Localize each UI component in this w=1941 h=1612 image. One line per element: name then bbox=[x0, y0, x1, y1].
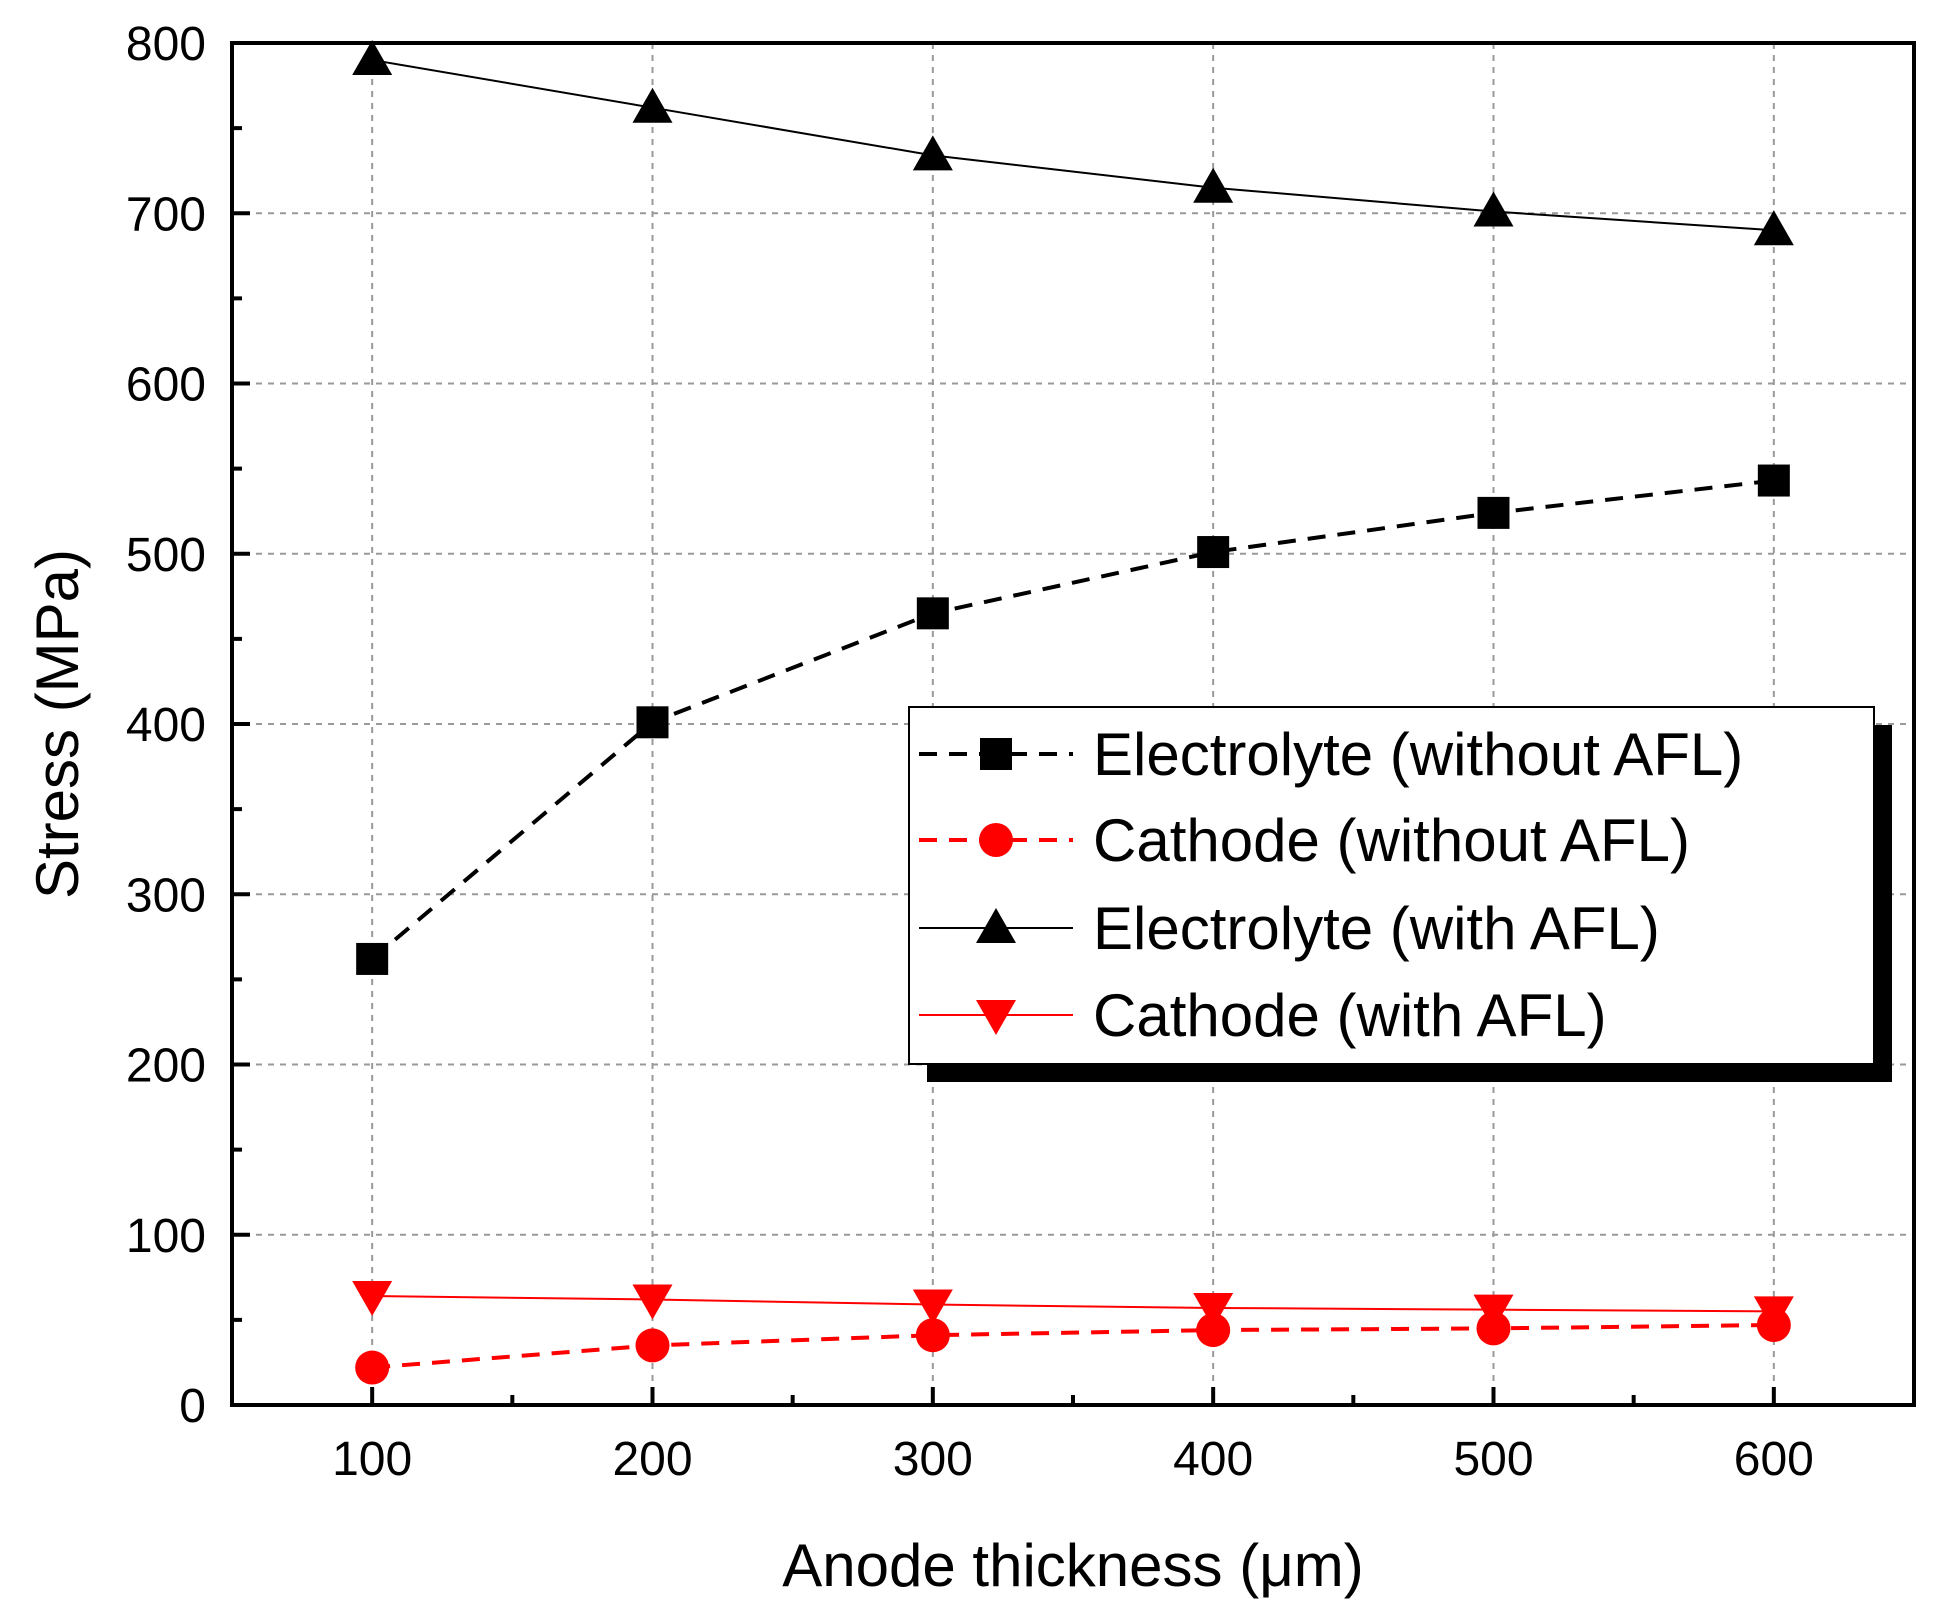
legend-label: Cathode (without AFL) bbox=[1093, 807, 1690, 874]
legend-entry-3: Electrolyte (with AFL) bbox=[919, 895, 1660, 962]
series-line bbox=[371, 59, 1774, 232]
y-tick-label: 600 bbox=[126, 359, 206, 412]
legend-marker bbox=[979, 823, 1013, 857]
data-point bbox=[1477, 496, 1510, 529]
data-point bbox=[1473, 191, 1514, 227]
data-point bbox=[1753, 1296, 1794, 1332]
data-point bbox=[1193, 1292, 1234, 1328]
legend-entry-2: Cathode (without AFL) bbox=[919, 807, 1690, 874]
tick-layer: 100 200 300 400 500 600 0 100 200 300 400 500 600 700… bbox=[126, 18, 1814, 1486]
y-tick-label: 100 bbox=[126, 1210, 206, 1263]
data-point bbox=[636, 706, 669, 739]
data-point bbox=[632, 87, 673, 123]
legend-box bbox=[908, 706, 1875, 1065]
data-point bbox=[635, 1328, 670, 1363]
data-point bbox=[1473, 1294, 1514, 1330]
series-line bbox=[372, 1322, 1774, 1370]
data-point bbox=[356, 942, 389, 975]
data-point bbox=[1193, 167, 1234, 203]
data-point bbox=[355, 1350, 390, 1385]
y-axis-title: Stress (MPa) bbox=[24, 549, 91, 899]
data-point bbox=[632, 1284, 673, 1320]
data-point bbox=[915, 1318, 950, 1353]
y-tick-label: 0 bbox=[179, 1380, 206, 1433]
series-line bbox=[370, 478, 1775, 961]
data-point bbox=[352, 40, 393, 76]
data-point bbox=[1753, 210, 1794, 246]
legend-entry-1: Electrolyte (without AFL) bbox=[919, 721, 1743, 788]
legend-label: Electrolyte (with AFL) bbox=[1093, 895, 1660, 962]
series-1 bbox=[356, 464, 1790, 975]
data-point bbox=[1197, 536, 1230, 569]
data-point bbox=[912, 1289, 953, 1325]
y-tick-label: 500 bbox=[126, 529, 206, 582]
x-tick-label: 400 bbox=[1173, 1433, 1253, 1486]
x-tick-label: 300 bbox=[893, 1433, 973, 1486]
series-layer bbox=[352, 40, 1794, 1385]
series-3 bbox=[352, 40, 1794, 246]
data-point bbox=[912, 135, 953, 171]
legend-entry-4: Cathode (with AFL) bbox=[919, 982, 1607, 1049]
legend-marker bbox=[976, 908, 1016, 943]
y-tick-label: 200 bbox=[126, 1040, 206, 1093]
legend-label: Electrolyte (without AFL) bbox=[1093, 721, 1743, 788]
data-point bbox=[1757, 464, 1790, 497]
x-tick-label: 100 bbox=[332, 1433, 412, 1486]
legend-marker bbox=[976, 1000, 1016, 1035]
series-4 bbox=[352, 1281, 1794, 1332]
legend-marker bbox=[980, 738, 1012, 770]
series-line bbox=[372, 1295, 1774, 1313]
x-tick-label: 200 bbox=[612, 1433, 692, 1486]
x-axis-title: Anode thickness (μm) bbox=[782, 1532, 1363, 1599]
data-point bbox=[1196, 1313, 1231, 1348]
x-tick-label: 500 bbox=[1453, 1433, 1533, 1486]
legend-label: Cathode (with AFL) bbox=[1093, 982, 1607, 1049]
x-tick-label: 600 bbox=[1734, 1433, 1814, 1486]
data-point bbox=[916, 597, 949, 630]
y-tick-label: 400 bbox=[126, 699, 206, 752]
y-tick-label: 700 bbox=[126, 188, 206, 241]
y-tick-label: 800 bbox=[126, 18, 206, 71]
y-tick-label: 300 bbox=[126, 869, 206, 922]
data-point bbox=[352, 1281, 393, 1317]
legend: Electrolyte (without AFL) Cathode (withou… bbox=[908, 706, 1892, 1082]
